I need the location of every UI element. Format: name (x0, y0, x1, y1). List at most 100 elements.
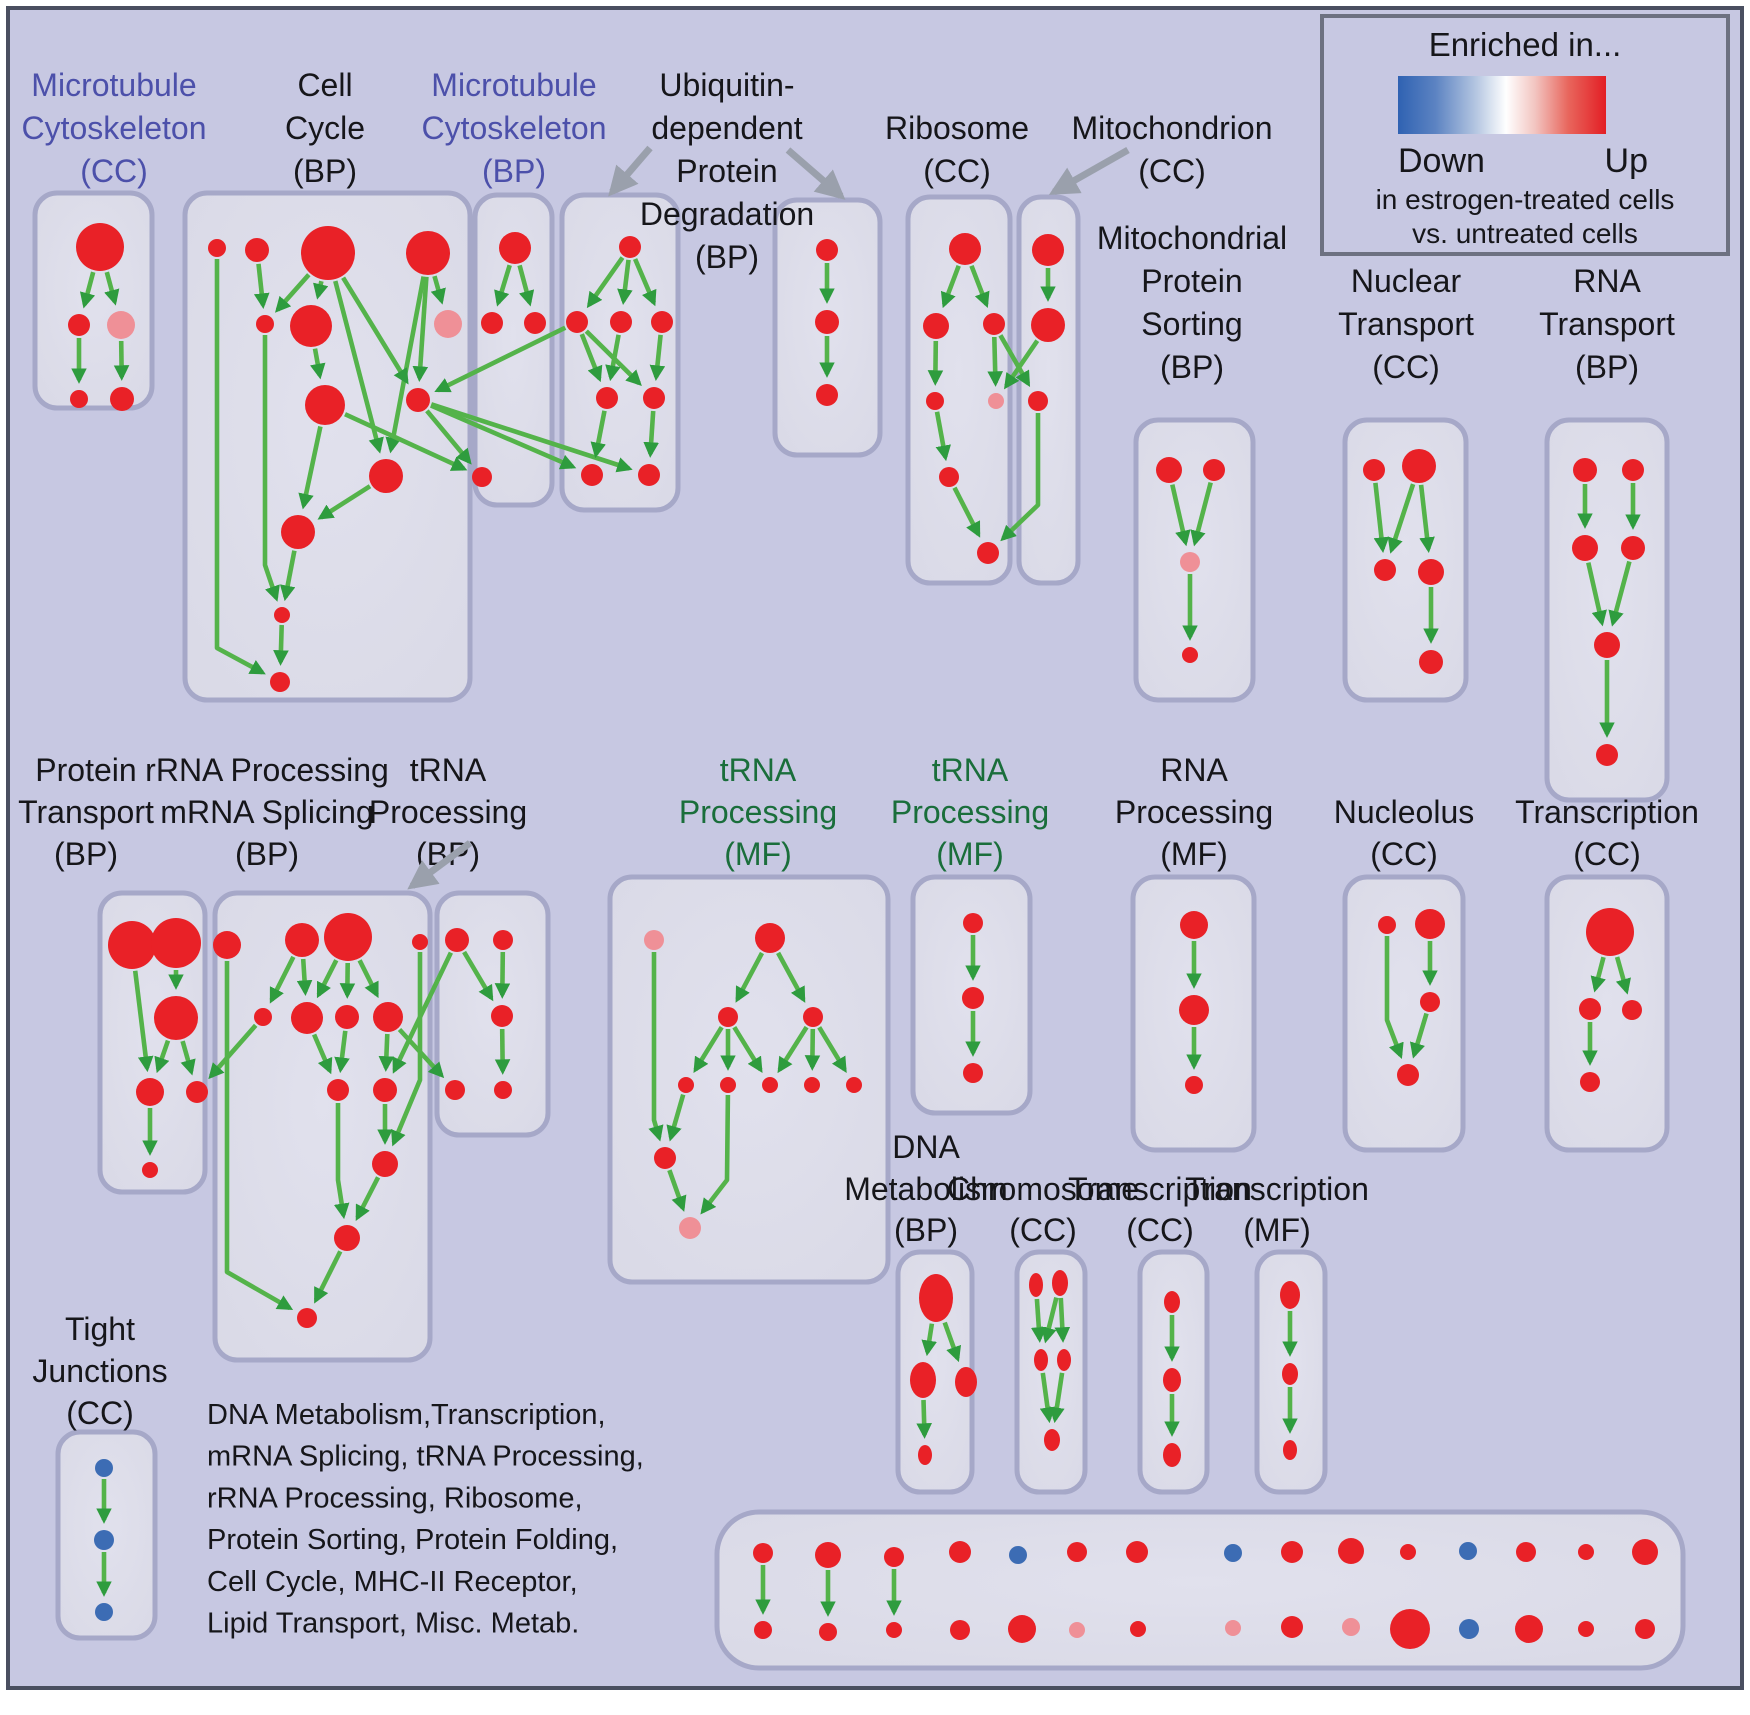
rib-label-line-0: Ribosome (885, 110, 1029, 146)
rrna-node-3 (412, 934, 428, 950)
nucl-label-line-1: (CC) (1370, 836, 1438, 872)
mtbp-node-1 (481, 312, 503, 334)
trnamf-node-2 (718, 1007, 738, 1027)
footer-line-1: mRNA Splicing, tRNA Processing, (207, 1441, 644, 1473)
chr-node-0 (1029, 1273, 1043, 1297)
misc-node-10 (1067, 1542, 1087, 1562)
tmf3-node-2 (1283, 1440, 1297, 1460)
edge-trnamf.2-trnamf.4 (693, 1025, 724, 1074)
tj-node-2 (95, 1603, 113, 1621)
edge-rrna.5-rrna.8 (311, 1033, 333, 1075)
trnamf-node-7 (804, 1077, 820, 1093)
rrna-node-12 (297, 1308, 317, 1328)
cc-node-2 (301, 226, 355, 280)
pt-label-line-2: (BP) (54, 836, 118, 872)
edge-pt.2-pt.4 (180, 1040, 196, 1076)
rt-node-4 (1594, 632, 1620, 658)
trnamf2-node-2 (963, 1063, 983, 1083)
edge-chr.3-chr.4 (1049, 1372, 1065, 1424)
edge-chr.0-chr.2 (1031, 1298, 1047, 1343)
edge-rrna.0-rrna.12 (224, 961, 294, 1310)
tj-node-0 (95, 1459, 113, 1477)
mtcc-label-line-2: (CC) (80, 153, 148, 189)
rt-node-1 (1622, 459, 1644, 481)
misc-node-1 (754, 1621, 772, 1639)
rrna-node-9 (373, 1078, 397, 1102)
edge-trnabp.1-trnabp.2 (494, 951, 511, 999)
edge-ub.1-cc.7 (434, 325, 567, 393)
rnamf-label-line-2: (MF) (1160, 836, 1228, 872)
tcc2-node-1 (1579, 998, 1601, 1020)
edge-trnabp.0-rrna.9 (392, 951, 453, 1074)
misc-node-3 (819, 1623, 837, 1641)
label-pointer-arrow-3 (407, 840, 473, 890)
misc-node-9 (1008, 1615, 1036, 1643)
rib-node-6 (977, 542, 999, 564)
edge-mps.0-mps.2 (1170, 484, 1191, 547)
dna-label-line-2: (BP) (894, 1212, 958, 1248)
trnamf2-node-1 (962, 987, 984, 1009)
edge-cc.2-cc.5 (313, 280, 329, 300)
trnabp-node-2 (491, 1005, 513, 1027)
tmf3-label-line-1: (MF) (1243, 1212, 1311, 1248)
mps-label-line-2: Sorting (1141, 306, 1242, 342)
edge-dna.0-dna.1 (921, 1323, 937, 1357)
footer-line-2: rRNA Processing, Ribosome, (207, 1482, 583, 1514)
label-pointer-arrow-1 (785, 147, 846, 200)
edge-mito.2-rib.6 (1000, 413, 1041, 542)
ub-node-2 (610, 311, 632, 333)
misc-node-21 (1390, 1609, 1430, 1649)
rrna-label-line-1: mRNA Splicing (160, 794, 373, 830)
edge-chr.2-chr.4 (1039, 1372, 1056, 1424)
edge-cc.7-mtbp.3 (425, 409, 472, 465)
misc-node-2 (815, 1542, 841, 1568)
mtbp-node-0 (499, 232, 531, 264)
edge-cc.1-cc.4 (253, 263, 270, 309)
edge-mtcc.2-mtcc.4 (113, 340, 130, 381)
edge-chr.1-chr.3 (1054, 1297, 1071, 1343)
pt-node-4 (186, 1081, 208, 1103)
rt-node-2 (1572, 535, 1598, 561)
edge-nucl.2-nucl.3 (1409, 1012, 1429, 1059)
misc-node-22 (1459, 1542, 1477, 1560)
tcc2-node-3 (1580, 1072, 1600, 1092)
nt-node-2 (1374, 559, 1396, 581)
rt-box (1544, 417, 1670, 803)
footer-line-0: DNA Metabolism,Transcription, (207, 1399, 606, 1431)
edge-trnamf.1-trnamf.2 (735, 951, 765, 1003)
edge-mito.1-rib.4 (1003, 339, 1040, 390)
edge-mtbp.0-mtbp.1 (494, 264, 512, 307)
nucl-node-1 (1415, 909, 1445, 939)
ub-label-line-4: (BP) (695, 239, 759, 275)
rrna-node-1 (285, 923, 319, 957)
edge-cc.3-cc.9 (385, 276, 426, 454)
dna-node-0 (919, 1274, 953, 1322)
edge-rib.0-rib.2 (969, 264, 990, 309)
edge-trnamf.4-trnamf.9 (666, 1093, 686, 1142)
label-pointer-arrow-0 (608, 145, 653, 197)
mps-label-line-1: Protein (1141, 263, 1242, 299)
pt-node-3 (136, 1078, 164, 1106)
cc-box (182, 190, 473, 703)
cc-node-11 (274, 607, 290, 623)
nt-node-3 (1418, 559, 1444, 585)
legend-up-label: Up (1604, 142, 1648, 180)
ub-node-5 (643, 387, 665, 409)
dna-node-3 (918, 1445, 932, 1465)
ub-node-4 (596, 387, 618, 409)
rrna-node-4 (254, 1008, 272, 1026)
mtcc-node-3 (70, 390, 88, 408)
edge-rib.3-rib.5 (934, 411, 951, 462)
nt-label-line-1: Transport (1338, 306, 1474, 342)
trnabp-label-line-0: tRNA (410, 752, 487, 788)
edge-rrna.6-rrna.8 (334, 1030, 350, 1074)
ub-node-7 (638, 464, 660, 486)
misc-node-7 (950, 1620, 970, 1640)
rrna-label-line-2: (BP) (235, 836, 299, 872)
edge-rib.5-rib.6 (952, 486, 981, 538)
cc-node-6 (434, 310, 462, 338)
rib-node-3 (926, 392, 944, 410)
legend-note-line1: in estrogen-treated cells (1375, 184, 1675, 215)
misc-node-27 (1578, 1621, 1594, 1637)
ub-label-line-0: Ubiquitin- (659, 67, 794, 103)
